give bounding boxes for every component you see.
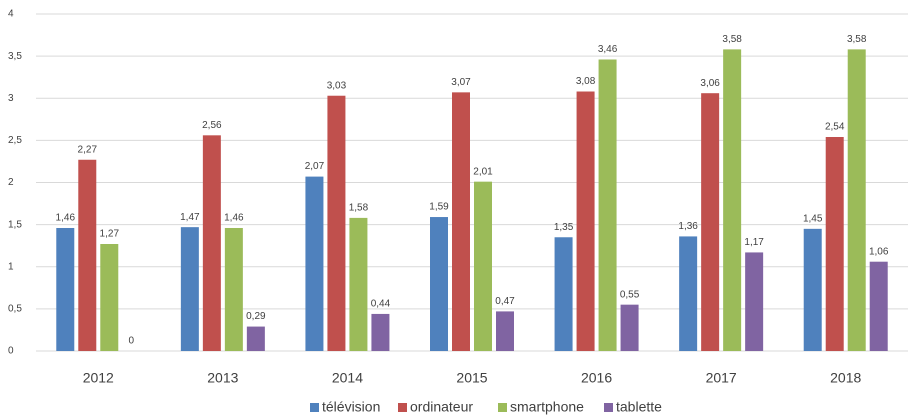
- y-tick-label: 4: [8, 9, 14, 20]
- legend-swatch: [604, 403, 613, 412]
- value-label: 0: [129, 336, 135, 347]
- bar: [554, 237, 573, 351]
- x-tick-label: 2014: [332, 370, 363, 386]
- value-label: 3,46: [598, 44, 618, 55]
- bar: [825, 137, 844, 351]
- legend-label: télévision: [322, 399, 380, 415]
- y-tick-label: 2,5: [8, 135, 22, 146]
- value-label: 2,56: [202, 120, 222, 131]
- y-tick-label: 2: [8, 177, 14, 188]
- value-label: 1,45: [803, 213, 823, 224]
- bar: [620, 304, 639, 351]
- bar: [576, 91, 595, 351]
- bar: [701, 93, 720, 351]
- legend-swatch: [310, 403, 319, 412]
- value-label: 1,47: [180, 212, 200, 223]
- bar: [474, 181, 492, 351]
- bar: [246, 326, 265, 351]
- value-label: 0,47: [495, 296, 515, 307]
- value-label: 0,29: [246, 311, 266, 322]
- bar: [847, 49, 866, 351]
- y-tick-label: 1: [8, 261, 14, 272]
- bar: [202, 135, 221, 351]
- value-label: 1,36: [678, 221, 698, 232]
- x-tick-label: 2016: [581, 370, 612, 386]
- bar: [745, 252, 764, 351]
- x-tick-label: 2013: [207, 370, 238, 386]
- value-label: 2,07: [305, 161, 325, 172]
- bar: [100, 244, 119, 351]
- bar: [803, 228, 822, 351]
- value-label: 2,01: [473, 166, 493, 177]
- value-label: 3,06: [700, 78, 720, 89]
- value-label: 0,44: [371, 299, 391, 310]
- y-tick-label: 0: [8, 346, 14, 357]
- value-label: 3,58: [847, 34, 867, 45]
- bar: [869, 261, 888, 351]
- legend-label: tablette: [616, 399, 662, 415]
- bar: [349, 217, 368, 351]
- value-label: 1,27: [100, 229, 120, 240]
- bar: [305, 176, 324, 351]
- y-tick-label: 0,5: [8, 304, 22, 315]
- value-label: 3,08: [576, 76, 596, 87]
- y-tick-label: 3: [8, 93, 14, 104]
- legend-label: smartphone: [510, 399, 584, 415]
- value-label: 3,03: [327, 80, 347, 91]
- bar: [452, 92, 470, 351]
- legend-label: ordinateur: [410, 399, 473, 415]
- value-label: 1,06: [869, 246, 889, 257]
- bar: [496, 311, 514, 351]
- value-label: 3,58: [722, 34, 742, 45]
- legend-swatch: [498, 403, 507, 412]
- bar: [430, 217, 448, 351]
- bar: [598, 59, 617, 352]
- value-label: 0,55: [620, 289, 640, 300]
- x-tick-label: 2012: [83, 370, 114, 386]
- bar: [679, 236, 698, 351]
- value-label: 2,54: [825, 122, 845, 133]
- x-tick-label: 2015: [456, 370, 487, 386]
- value-label: 1,46: [56, 213, 76, 224]
- legend-swatch: [398, 403, 407, 412]
- x-tick-label: 2017: [706, 370, 737, 386]
- x-tick-label: 2018: [830, 370, 861, 386]
- bar: [723, 49, 742, 351]
- value-label: 2,27: [78, 144, 98, 155]
- bar: [180, 227, 199, 351]
- bar: [371, 313, 390, 351]
- bar: [78, 159, 97, 351]
- bar: [224, 227, 243, 351]
- bar: [56, 227, 75, 351]
- value-label: 1,35: [554, 222, 574, 233]
- bar: [327, 95, 346, 351]
- value-label: 1,17: [744, 237, 764, 248]
- value-label: 1,46: [224, 213, 244, 224]
- value-label: 3,07: [451, 77, 471, 88]
- y-tick-label: 3,5: [8, 51, 22, 62]
- value-label: 1,59: [429, 202, 449, 213]
- y-tick-label: 1,5: [8, 219, 22, 230]
- value-label: 1,58: [349, 203, 369, 214]
